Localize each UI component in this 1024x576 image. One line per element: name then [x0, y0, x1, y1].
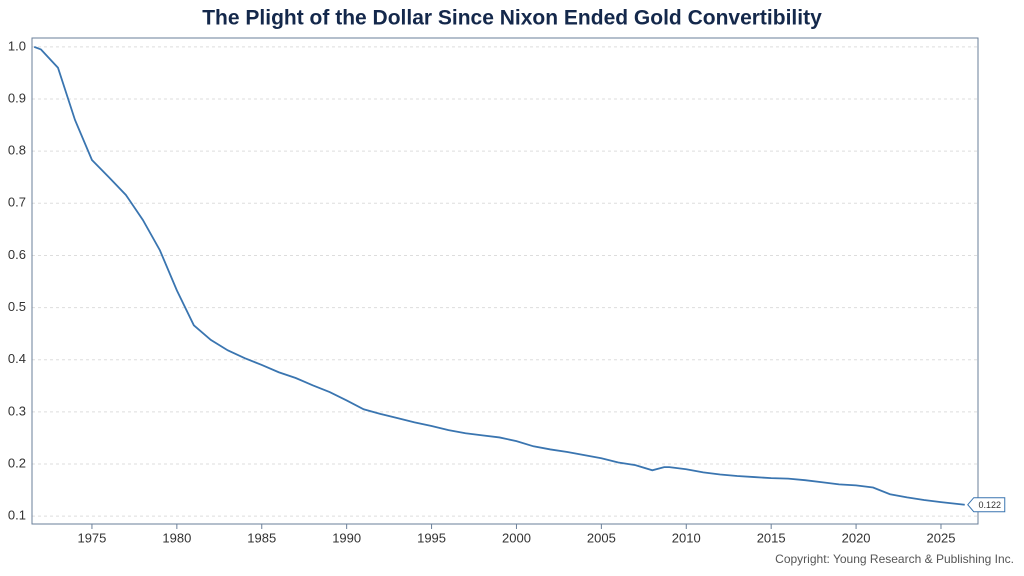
x-tick-label: 1990: [332, 530, 361, 545]
x-tick-label: 1985: [247, 530, 276, 545]
x-tick-label: 2000: [502, 530, 531, 545]
x-tick-label: 2020: [842, 530, 871, 545]
x-tick-label: 1975: [77, 530, 106, 545]
y-tick-label: 0.5: [8, 299, 26, 314]
x-tick-label: 1995: [417, 530, 446, 545]
y-tick-label: 0.8: [8, 143, 26, 158]
y-tick-label: 0.6: [8, 247, 26, 262]
x-tick-label: 2005: [587, 530, 616, 545]
end-label: 0.122: [978, 500, 1001, 510]
x-tick-label: 1980: [162, 530, 191, 545]
x-tick-label: 2015: [757, 530, 786, 545]
x-tick-label: 2010: [672, 530, 701, 545]
y-tick-label: 0.2: [8, 455, 26, 470]
y-tick-label: 1.0: [8, 38, 26, 53]
end-label-box: [967, 497, 1006, 513]
chart-title: The Plight of the Dollar Since Nixon End…: [202, 7, 822, 30]
data-line: [33, 46, 965, 506]
y-tick-label: 0.3: [8, 403, 26, 418]
y-tick-label: 0.1: [8, 508, 26, 523]
y-tick-label: 0.9: [8, 90, 26, 105]
plot-frame: [31, 37, 979, 525]
y-tick-label: 0.4: [8, 351, 26, 366]
y-tick-label: 0.7: [8, 195, 26, 210]
source-note: Copyright: Young Research & Publishing I…: [775, 552, 1014, 566]
x-tick-label: 2025: [927, 530, 956, 545]
